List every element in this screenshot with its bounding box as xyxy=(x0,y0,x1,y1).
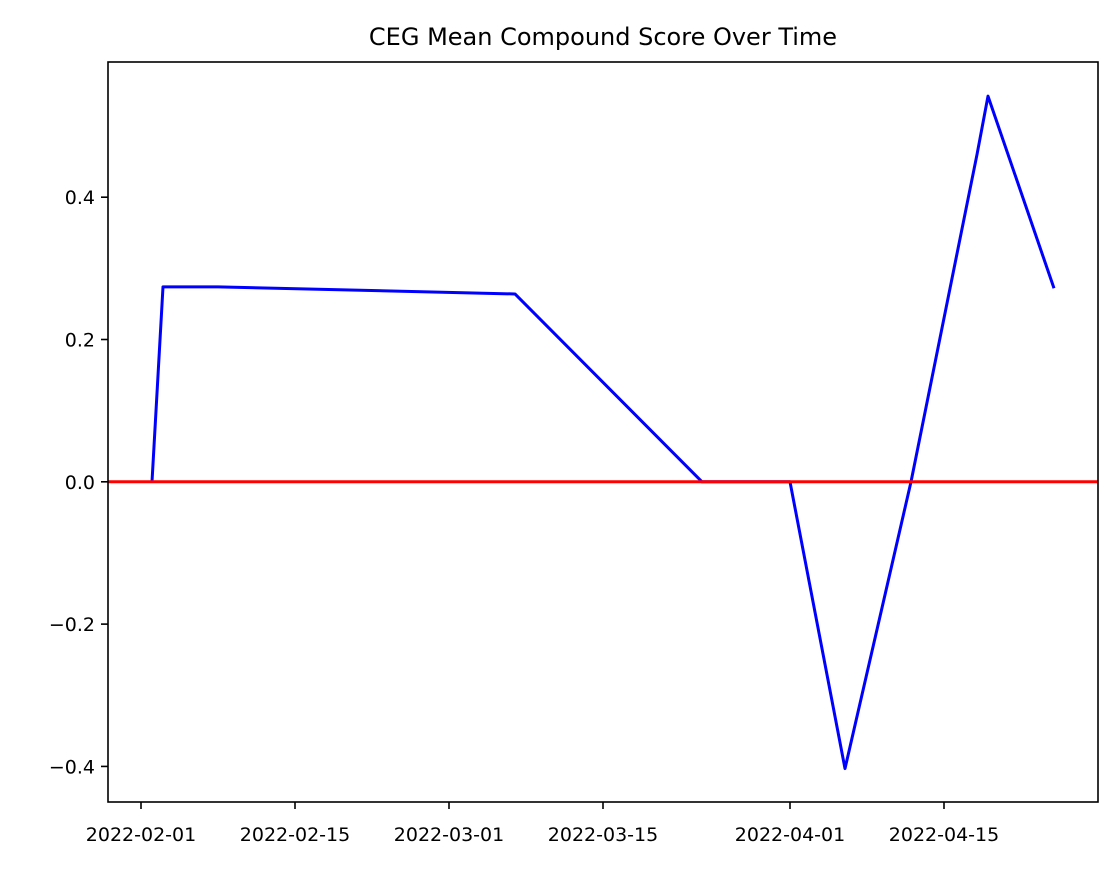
x-tick-label: 2022-02-01 xyxy=(86,824,196,846)
x-tick-label: 2022-04-15 xyxy=(889,824,999,846)
y-tick-label: 0.2 xyxy=(65,330,95,352)
y-tick-label: 0.0 xyxy=(65,472,95,494)
axes: −0.4 −0.2 0.0 0.2 0.4 2022-02-01 2022-02-15 202… xyxy=(49,61,1099,846)
plot-content xyxy=(108,94,1098,771)
x-tick-label: 2022-04-01 xyxy=(735,824,845,846)
plot-area xyxy=(108,94,1098,771)
x-tick-label: 2022-02-15 xyxy=(240,824,350,846)
y-tick-label: −0.2 xyxy=(49,614,95,636)
x-tick-label: 2022-03-01 xyxy=(394,824,504,846)
y-tick-label: 0.4 xyxy=(65,187,95,209)
series-line-0 xyxy=(150,94,1056,771)
chart-title: CEG Mean Compound Score Over Time xyxy=(369,23,837,51)
y-tick-label: −0.4 xyxy=(49,756,95,778)
axes-frame xyxy=(107,61,1099,803)
x-tick-label: 2022-03-15 xyxy=(548,824,658,846)
